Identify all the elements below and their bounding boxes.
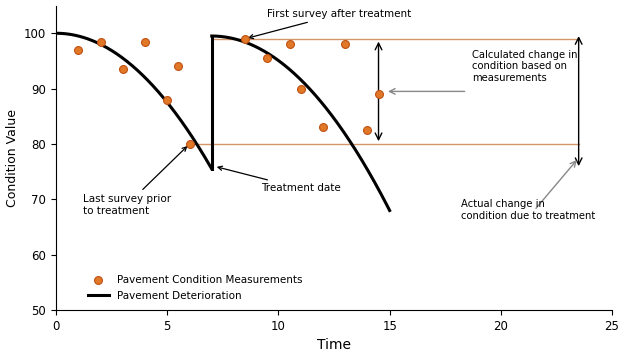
Y-axis label: Condition Value: Condition Value	[6, 109, 19, 207]
Point	[240, 36, 250, 42]
Point	[296, 86, 306, 92]
X-axis label: Time: Time	[317, 338, 351, 352]
Point	[284, 42, 294, 47]
Point	[162, 97, 172, 103]
Text: First survey after treatment: First survey after treatment	[249, 9, 412, 39]
Text: Last survey prior
to treatment: Last survey prior to treatment	[82, 147, 186, 216]
Point	[262, 55, 272, 61]
Point	[118, 66, 127, 72]
Text: Actual change in
condition due to treatment: Actual change in condition due to treatm…	[461, 199, 595, 221]
Point	[184, 141, 194, 147]
Legend: Pavement Condition Measurements, Pavement Deterioration: Pavement Condition Measurements, Pavemen…	[84, 270, 306, 305]
Text: Treatment date: Treatment date	[218, 166, 341, 193]
Point	[374, 91, 384, 97]
Point	[340, 42, 350, 47]
Point	[73, 47, 83, 53]
Point	[140, 39, 150, 44]
Point	[318, 125, 328, 130]
Point	[173, 64, 183, 69]
Point	[96, 39, 106, 44]
Point	[362, 127, 372, 133]
Text: Calculated change in
condition based on
measurements: Calculated change in condition based on …	[472, 50, 578, 83]
